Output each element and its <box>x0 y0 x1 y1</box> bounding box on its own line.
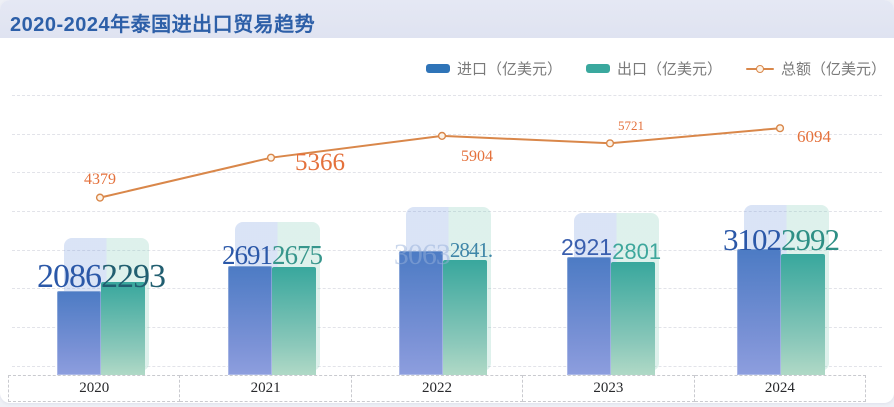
x-axis: 2020 2021 2022 2023 2024 <box>8 375 867 402</box>
bar-import-2022[interactable] <box>399 250 443 375</box>
total-point-2022[interactable] <box>437 131 447 140</box>
x-axis-label: 2023 <box>593 380 624 396</box>
bar-export-2020[interactable] <box>101 282 145 375</box>
total-value-label-2020: 4379 <box>84 170 116 188</box>
import-legend-swatch-icon <box>425 64 450 73</box>
gridline <box>12 211 882 212</box>
bar-import-2021[interactable] <box>228 266 272 375</box>
bar-import-2024[interactable] <box>737 249 781 375</box>
export-value-label: 2841. <box>449 238 493 262</box>
chart-title-bar: 2020-2024年泰国进出口贸易趋势 <box>0 0 894 38</box>
legend-item-export[interactable]: 出口（亿美元） <box>585 58 722 79</box>
x-axis-cell-2023: 2023 <box>523 375 695 402</box>
legend-item-import[interactable]: 进口（亿美元） <box>425 58 562 79</box>
line-marker-dot <box>755 65 764 73</box>
total-value-label-2023: 5721 <box>618 118 644 134</box>
bar-export-2024[interactable] <box>781 253 825 375</box>
page-title: 2020-2024年泰国进出口贸易趋势 <box>10 14 316 36</box>
bar-import-2020[interactable] <box>57 290 101 375</box>
x-axis-label: 2022 <box>422 380 453 396</box>
total-point-2021[interactable] <box>266 153 276 162</box>
gridline <box>12 95 882 96</box>
legend-label: 进口（亿美元） <box>456 61 562 78</box>
legend-item-total[interactable]: 总额（亿美元） <box>745 58 886 79</box>
total-legend-line-icon <box>745 64 774 73</box>
total-point-2023[interactable] <box>605 139 615 148</box>
export-value-label: 2801 <box>612 239 662 264</box>
total-point-2024[interactable] <box>775 124 785 133</box>
export-value-label: 2992 <box>781 222 840 257</box>
bar-export-2022[interactable] <box>443 259 487 375</box>
x-axis-cell-2020: 2020 <box>8 375 181 402</box>
total-point-2020[interactable] <box>95 193 105 202</box>
legend: 进口（亿美元） 出口（亿美元） 总额（亿美元） <box>425 58 886 79</box>
gridline <box>12 172 882 173</box>
bar-value-labels-2021: 26912675 <box>222 240 323 270</box>
x-axis-label: 2024 <box>764 380 795 396</box>
bar-value-labels-2023: 29212801 <box>560 234 661 263</box>
total-value-label-2022: 5904 <box>461 147 493 165</box>
gridline <box>12 134 882 135</box>
export-legend-swatch-icon <box>585 64 610 73</box>
bar-export-2021[interactable] <box>272 266 316 375</box>
import-value-label: 2691 <box>222 240 273 270</box>
total-value-label-2021: 5366 <box>295 148 345 176</box>
export-value-label: 2675 <box>272 240 323 270</box>
import-value-label: 2086 <box>37 258 102 295</box>
bar-export-2023[interactable] <box>611 261 655 375</box>
x-axis-cell-2021: 2021 <box>180 375 352 402</box>
x-axis-cell-2022: 2022 <box>351 375 524 402</box>
bar-import-2023[interactable] <box>567 256 611 375</box>
x-axis-cell-2024: 2024 <box>694 375 867 402</box>
legend-label: 出口（亿美元） <box>616 61 722 78</box>
total-value-label-2024: 6094 <box>797 127 831 147</box>
import-value-label: 2921 <box>560 234 613 260</box>
x-axis-label: 2020 <box>79 380 110 396</box>
legend-label: 总额（亿美元） <box>780 61 886 78</box>
x-axis-label: 2021 <box>250 380 281 396</box>
total-line <box>99 127 781 199</box>
